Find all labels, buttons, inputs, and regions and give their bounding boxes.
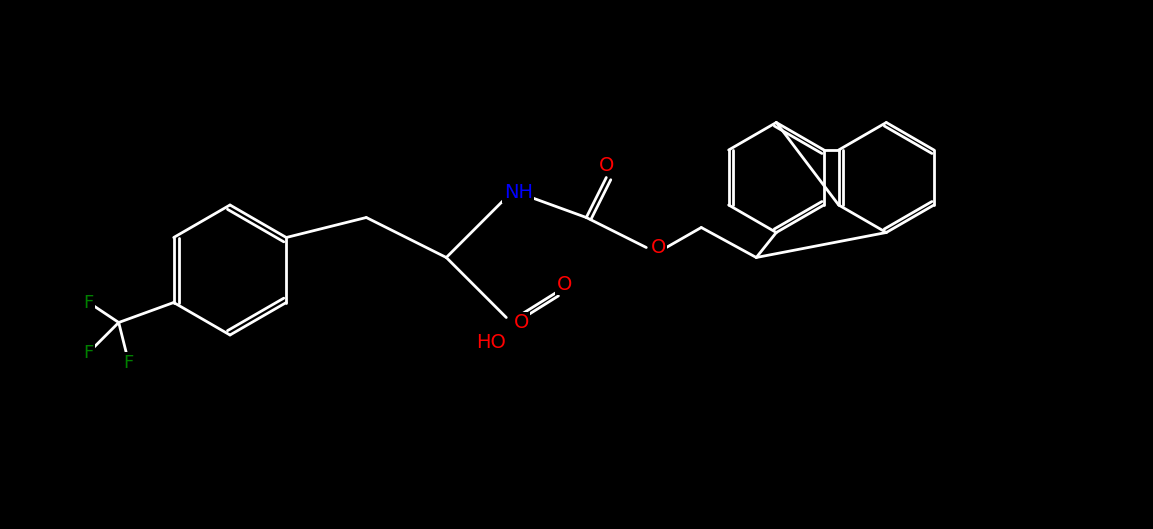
Text: F: F (83, 294, 93, 312)
Text: F: F (123, 353, 134, 371)
Text: F: F (83, 343, 93, 361)
Text: O: O (557, 275, 572, 294)
Text: O: O (598, 156, 615, 175)
Text: NH: NH (504, 183, 533, 202)
Text: HO: HO (476, 333, 506, 352)
Text: O: O (513, 313, 529, 332)
Text: O: O (650, 238, 666, 257)
